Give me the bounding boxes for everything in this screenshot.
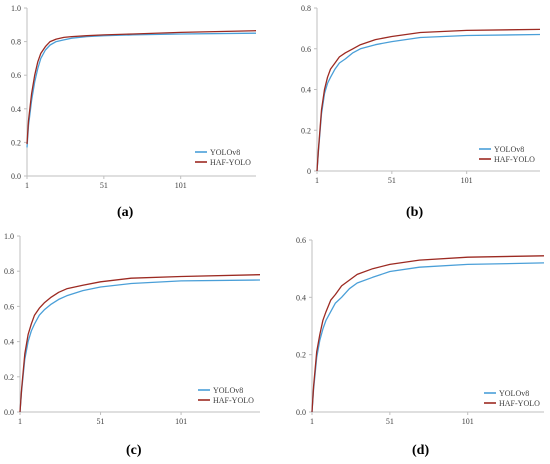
legend-label-yolov8-c: YOLOv8 xyxy=(213,386,243,395)
x-tick-label-d: 51 xyxy=(386,417,394,426)
y-tick-label-a: 1.0 xyxy=(11,4,21,13)
y-tick-label-a: 0.4 xyxy=(11,105,21,114)
y-tick-label-b: 0.2 xyxy=(301,126,311,135)
legend-label-yolov8-a: YOLOv8 xyxy=(210,148,240,157)
series-line-haf-yolo-b xyxy=(316,28,541,172)
y-tick-label-b: 0.8 xyxy=(301,4,311,13)
x-tick-label-c: 101 xyxy=(175,417,187,426)
x-tick-label-c: 51 xyxy=(97,417,105,426)
panel-label-d: (d) xyxy=(412,443,430,458)
panel-label-a: (a) xyxy=(117,205,134,220)
legend-label-haf-yolo-d: HAF-YOLO xyxy=(499,399,540,408)
legend-label-haf-yolo-c: HAF-YOLO xyxy=(213,396,254,405)
x-tick-label-d: 1 xyxy=(310,417,314,426)
y-tick-label-d: 0.4 xyxy=(296,293,306,302)
y-tick-label-a: 0.8 xyxy=(11,38,21,47)
x-tick-label-a: 51 xyxy=(100,181,108,190)
legend-label-haf-yolo-a: HAF-YOLO xyxy=(210,158,251,167)
y-tick-label-c: 0.4 xyxy=(4,338,14,347)
y-tick-label-a: 0.0 xyxy=(11,172,21,181)
y-tick-label-d: 0.6 xyxy=(296,236,306,245)
y-tick-label-a: 0.2 xyxy=(11,138,21,147)
legend-label-yolov8-d: YOLOv8 xyxy=(499,389,529,398)
y-tick-label-d: 0.0 xyxy=(296,408,306,417)
x-tick-label-a: 101 xyxy=(175,181,187,190)
y-tick-label-c: 0.6 xyxy=(4,302,14,311)
legend-label-yolov8-b: YOLOv8 xyxy=(494,145,524,154)
y-tick-label-c: 0.8 xyxy=(4,267,14,276)
y-tick-label-a: 0.6 xyxy=(11,71,21,80)
y-tick-label-c: 0.2 xyxy=(4,373,14,382)
panel-label-b: (b) xyxy=(406,205,424,220)
x-tick-label-c: 1 xyxy=(18,417,22,426)
y-tick-label-b: 0 xyxy=(307,167,311,176)
x-tick-label-a: 1 xyxy=(25,181,29,190)
x-tick-label-b: 1 xyxy=(315,176,319,185)
series-line-haf-yolo-a xyxy=(26,30,257,145)
series-line-haf-yolo-c xyxy=(19,274,261,413)
x-tick-label-b: 51 xyxy=(388,176,396,185)
panel-label-c: (c) xyxy=(126,443,142,458)
y-tick-label-b: 0.6 xyxy=(301,45,311,54)
y-tick-label-c: 1.0 xyxy=(4,232,14,241)
legend-label-haf-yolo-b: HAF-YOLO xyxy=(494,155,535,164)
series-line-yolov8-c xyxy=(19,279,261,413)
series-line-yolov8-d xyxy=(311,262,545,413)
y-tick-label-b: 0.4 xyxy=(301,86,311,95)
series-line-yolov8-a xyxy=(26,32,257,148)
x-tick-label-d: 101 xyxy=(462,417,474,426)
y-tick-label-d: 0.2 xyxy=(296,351,306,360)
series-line-haf-yolo-d xyxy=(311,255,545,413)
y-tick-label-c: 0.0 xyxy=(4,408,14,417)
x-tick-label-b: 101 xyxy=(461,176,473,185)
